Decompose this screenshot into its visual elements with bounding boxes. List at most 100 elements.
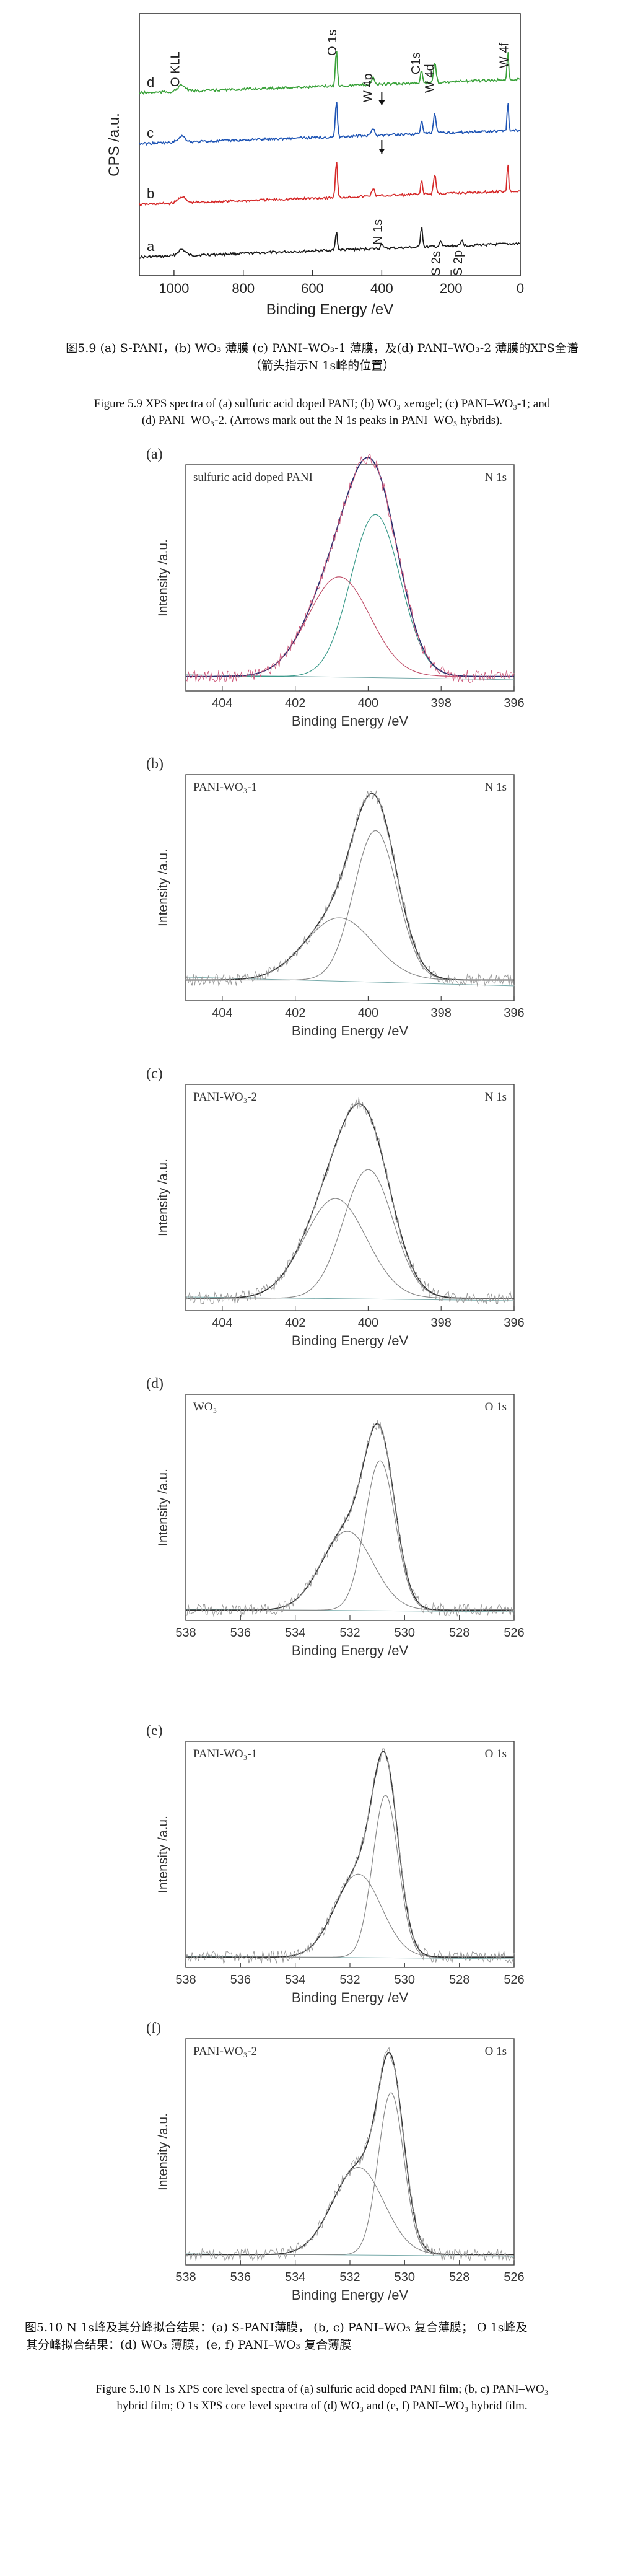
panel-xtick-label: 404 <box>212 1316 232 1330</box>
panel-chart: 538 536 534 532 530 528 526 Binding Energy /eV I… <box>156 2038 525 2303</box>
panel-sample-label: PANI-WO₃-1 <box>193 1747 257 1761</box>
survey-xlabel: Binding Energy /eV <box>266 301 393 318</box>
panel-frame <box>185 2038 515 2266</box>
survey-peak-label: W 4p <box>362 73 375 102</box>
panel-f: (f) 538 536 534 532 530 528 526 Binding Energy /… <box>0 2020 633 2318</box>
panel-label: (e) <box>146 1723 163 1739</box>
survey-xtick-label: 1000 <box>159 281 189 296</box>
panel-xtick-label: 404 <box>212 1006 232 1020</box>
panel-xlabel: Binding Energy /eV <box>292 1023 409 1039</box>
panel-frame <box>185 464 515 692</box>
panel-xlabel: Binding Energy /eV <box>292 1990 409 2005</box>
panel-ylabel: Intensity /a.u. <box>156 1469 170 1546</box>
panel-xlabel: Binding Energy /eV <box>292 1333 409 1348</box>
panel-ylabel: Intensity /a.u. <box>156 1816 170 1893</box>
fig510-caption-cn-line1: 图5.10 N 1s峰及其分峰拟合结果：(a) S-PANI薄膜， (b, c)… <box>25 2321 528 2334</box>
panel-fit-component <box>186 2167 514 2255</box>
panel-frame <box>185 1394 515 1621</box>
panel-fit-envelope <box>186 1751 514 1958</box>
panel-fit-envelope <box>186 1423 514 1611</box>
panel-xtick-label: 538 <box>175 1973 196 1987</box>
survey-curve-label-d: d <box>147 74 154 90</box>
panel-xtick-label: 402 <box>285 1006 305 1020</box>
panel-xtick-label: 400 <box>358 697 378 710</box>
panel-fit-component <box>186 1531 514 1611</box>
panel-core-label: N 1s <box>485 1091 507 1104</box>
panel-xtick-label: 396 <box>504 697 524 710</box>
fig510-caption-cn: 图5.10 N 1s峰及其分峰拟合结果：(a) S-PANI薄膜， (b, c)… <box>25 2319 619 2354</box>
panel-frame <box>185 774 515 1001</box>
panel-fit-component <box>186 1198 514 1299</box>
panel-xtick-label: 538 <box>175 1626 196 1640</box>
survey-peak-label: O 1s <box>326 30 339 56</box>
panel-a: (a) 404 402 400 398 396 Binding Energy /eV Inte… <box>0 446 633 744</box>
panel-xtick-label: 536 <box>230 1973 251 1987</box>
survey-xtick-label: 800 <box>232 281 255 296</box>
survey-chart: 1000 800 600 400 200 0 Binding Energy /eV CPS /… <box>106 13 524 318</box>
panel-fit-envelope <box>186 793 514 981</box>
fig510-caption-en-line2: hybrid film; O 1s XPS core level spectra… <box>116 2399 528 2412</box>
panel-fit-component <box>186 514 514 677</box>
panel-b: (b) 404 402 400 398 396 Binding Energy /eV Inte… <box>0 756 633 1053</box>
panel-xlabel: Binding Energy /eV <box>292 1643 409 1658</box>
panel-sample-label: sulfuric acid doped PANI <box>193 471 313 484</box>
panel-sample-label: PANI-WO₃-2 <box>193 1091 257 1104</box>
panel-xtick-label: 396 <box>504 1006 524 1020</box>
panel-chart: 404 402 400 398 396 Binding Energy /eV Intensi… <box>156 1084 525 1348</box>
panel-xtick-label: 398 <box>431 697 452 710</box>
panel-xtick-label: 532 <box>339 1626 360 1640</box>
survey-ylabel: CPS /a.u. <box>106 113 123 177</box>
survey-curve-d <box>139 51 520 95</box>
panel-fit-component <box>186 830 514 981</box>
panel-xtick-label: 402 <box>285 697 305 710</box>
panel-xtick-label: 396 <box>504 1316 524 1330</box>
panel-e: (e) 538 536 534 532 530 528 526 Binding Energy /… <box>0 1723 633 2020</box>
panel-core-label: O 1s <box>485 1400 507 1413</box>
panel-xtick-label: 400 <box>358 1316 378 1330</box>
fig510-caption-cn-line2: 其分峰拟合结果：(d) WO₃ 薄膜，(e, f) PANI–WO₃ 复合薄膜 <box>26 2338 352 2352</box>
survey-xtick-label: 600 <box>301 281 324 296</box>
panel-frame <box>185 1741 515 1968</box>
fig510-caption-en-line1: Figure 5.10 N 1s XPS core level spectra … <box>95 2383 549 2396</box>
panel-label: (d) <box>146 1376 164 1392</box>
panel-xtick-label: 530 <box>395 1973 415 1987</box>
survey-xtick-label: 0 <box>517 281 524 296</box>
panel-fit-component <box>186 1873 514 1958</box>
panel-xtick-label: 526 <box>504 1626 524 1640</box>
fig59-caption-cn-line1: 图5.9 (a) S-PANI，(b) WO₃ 薄膜 (c) PANI–WO₃-… <box>66 341 578 355</box>
fig510-caption-en: Figure 5.10 N 1s XPS core level spectra … <box>25 2381 619 2414</box>
fig59-caption-en: Figure 5.9 XPS spectra of (a) sulfuric a… <box>25 395 619 429</box>
panel-xtick-label: 534 <box>285 2270 305 2284</box>
n1s-arrowhead-icon <box>378 100 385 105</box>
panel-xtick-label: 532 <box>339 1973 360 1987</box>
panel-ylabel: Intensity /a.u. <box>156 849 170 926</box>
survey-figure: 1000 800 600 400 200 0 Binding Energy /eV CPS /… <box>0 0 633 335</box>
panel-fit-envelope <box>186 2052 514 2256</box>
survey-peak-label: W 4f <box>497 42 511 68</box>
panel-label: (c) <box>146 1066 163 1082</box>
panel-xtick-label: 536 <box>230 1626 251 1640</box>
panel-ylabel: Intensity /a.u. <box>156 2113 170 2191</box>
panel-xtick-label: 538 <box>175 2270 196 2284</box>
survey-xtick-label: 200 <box>440 281 463 296</box>
panel-raw-data <box>185 1748 515 1964</box>
fig59-caption-cn: 图5.9 (a) S-PANI，(b) WO₃ 薄膜 (c) PANI–WO₃-… <box>37 340 607 374</box>
survey-curve-b <box>139 162 520 206</box>
panel-chart: 538 536 534 532 530 528 526 Binding Energy /eV I… <box>156 1394 525 1658</box>
panel-chart: 404 402 400 398 396 Binding Energy /eV Intensi… <box>156 454 525 729</box>
survey-peak-label: W 4d <box>423 64 437 93</box>
panel-core-label: N 1s <box>485 471 507 484</box>
panel-raw-data <box>185 454 515 683</box>
panel-xlabel: Binding Energy /eV <box>292 713 409 729</box>
panel-xtick-label: 526 <box>504 2270 524 2284</box>
n1s-arrowhead-icon <box>378 149 385 154</box>
panel-core-label: O 1s <box>485 1747 507 1761</box>
panel-core-label: O 1s <box>485 2045 507 2058</box>
panel-xtick-label: 536 <box>230 2270 251 2284</box>
panel-ylabel: Intensity /a.u. <box>156 539 170 617</box>
panel-fit-component <box>186 1460 514 1611</box>
panel-fit-component <box>186 576 514 677</box>
survey-xtick-label: 400 <box>370 281 393 296</box>
survey-frame <box>139 13 521 276</box>
panel-raw-data <box>185 1097 515 1305</box>
